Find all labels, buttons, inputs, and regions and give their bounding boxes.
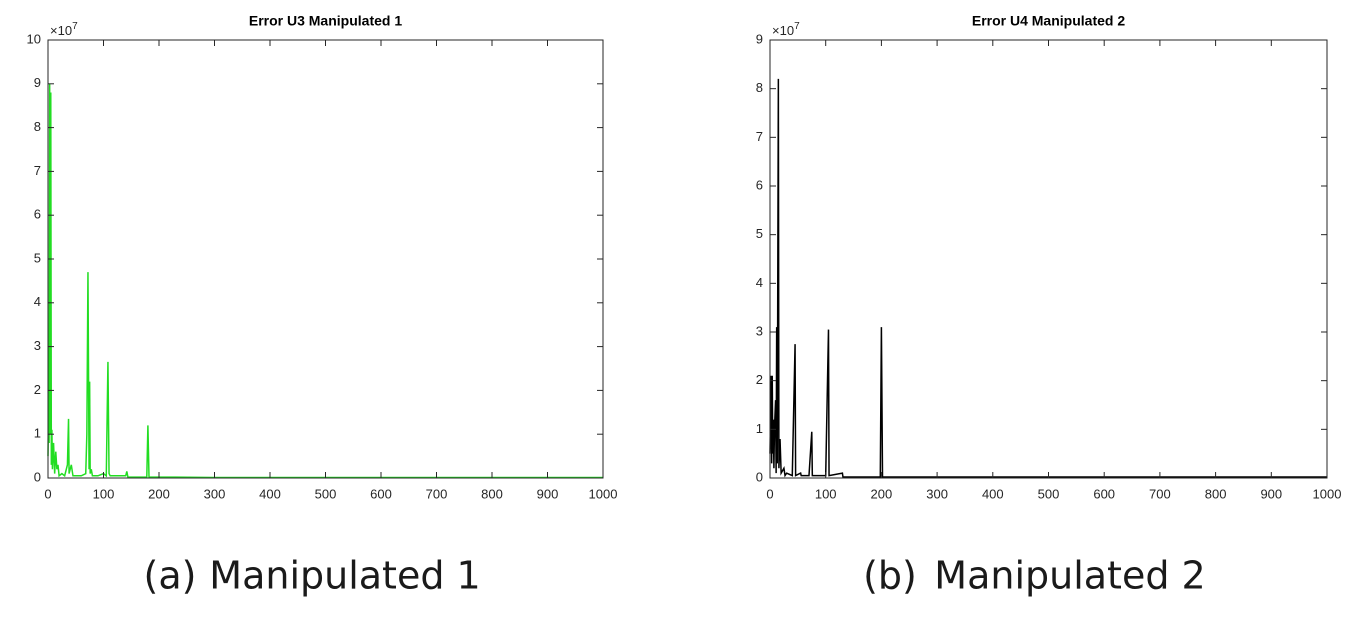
x-tick-label: 100: [93, 486, 115, 501]
x-tick-label: 200: [148, 486, 170, 501]
y-tick-label: 0: [756, 469, 763, 484]
x-tick-label: 600: [370, 486, 392, 501]
plot-area: [48, 40, 603, 478]
x-tick-label: 500: [1038, 486, 1060, 501]
plot-area: [770, 40, 1327, 478]
x-tick-label: 600: [1093, 486, 1115, 501]
x-tick-label: 800: [481, 486, 503, 501]
x-tick-label: 1000: [589, 486, 618, 501]
y-tick-label: 6: [756, 177, 763, 192]
y-tick-label: 5: [34, 250, 41, 265]
y-multiplier: ×107: [772, 21, 800, 39]
x-tick-label: 700: [1149, 486, 1171, 501]
y-tick-label: 8: [756, 80, 763, 95]
y-tick-label: 6: [34, 207, 41, 222]
x-tick-label: 300: [204, 486, 226, 501]
caption-label: (a): [144, 554, 197, 598]
x-tick-label: 0: [44, 486, 51, 501]
x-tick-label: 100: [815, 486, 837, 501]
x-tick-label: 500: [315, 486, 337, 501]
x-tick-label: 700: [426, 486, 448, 501]
y-tick-label: 4: [756, 275, 763, 290]
caption: Manipulated 2: [934, 554, 1205, 598]
data-line: [769, 78, 1327, 478]
x-tick-label: 0: [766, 486, 773, 501]
y-tick-label: 9: [34, 75, 41, 90]
y-tick-label: 4: [34, 294, 41, 309]
data-line: [47, 83, 603, 479]
y-tick-label: 9: [756, 31, 763, 46]
x-tick-label: 400: [982, 486, 1004, 501]
y-multiplier-base: ×10: [50, 23, 72, 38]
x-tick-label: 900: [537, 486, 559, 501]
y-tick-label: 1: [756, 421, 763, 436]
y-tick-label: 1: [34, 426, 41, 441]
chart-title: Error U3 Manipulated 1: [249, 13, 402, 29]
chart-title: Error U4 Manipulated 2: [972, 13, 1125, 29]
x-tick-label: 300: [926, 486, 948, 501]
y-tick-label: 2: [756, 372, 763, 387]
x-tick-label: 200: [871, 486, 893, 501]
y-multiplier: ×107: [50, 21, 78, 39]
y-tick-label: 8: [34, 119, 41, 134]
y-multiplier-exponent: 7: [72, 21, 78, 32]
y-tick-label: 2: [34, 382, 41, 397]
caption-label: (b): [863, 554, 917, 598]
y-tick-label: 3: [756, 323, 763, 338]
y-tick-label: 7: [34, 163, 41, 178]
y-tick-label: 0: [34, 469, 41, 484]
y-multiplier-exponent: 7: [794, 21, 800, 32]
y-multiplier-base: ×10: [772, 23, 794, 38]
x-tick-label: 400: [259, 486, 281, 501]
y-tick-label: 10: [27, 31, 41, 46]
x-tick-label: 900: [1260, 486, 1282, 501]
x-tick-label: 1000: [1313, 486, 1342, 501]
y-tick-label: 3: [34, 338, 41, 353]
y-tick-label: 7: [756, 129, 763, 144]
y-tick-label: 5: [756, 226, 763, 241]
caption: Manipulated 1: [209, 554, 480, 598]
x-tick-label: 800: [1205, 486, 1227, 501]
